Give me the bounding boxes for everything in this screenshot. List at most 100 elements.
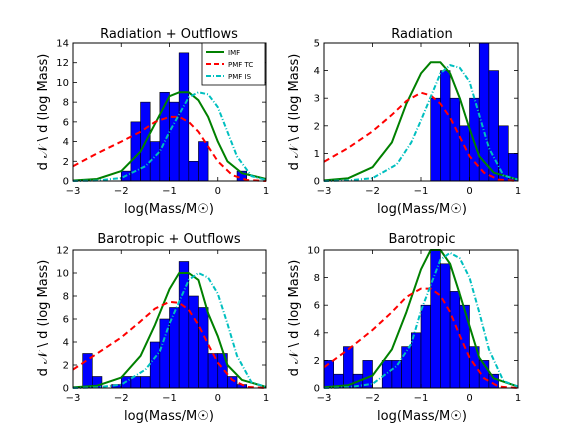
legend-box [201, 42, 266, 86]
axes: −3 −2 −1 0 1 0 1 2 3 4 5 [314, 39, 522, 198]
histogram-bars [82, 261, 248, 389]
legend-label-pmf-tc: PMF TC [228, 61, 253, 69]
histogram-bar [381, 360, 393, 389]
histogram-bar [227, 376, 238, 389]
y-tick-label: 2 [63, 157, 69, 168]
histogram-bar [449, 97, 461, 182]
curve-imf [72, 272, 267, 389]
model-curves [323, 61, 519, 182]
x-tick-label: −2 [365, 393, 380, 404]
y-tick-label: 6 [63, 117, 69, 128]
panel-radiation: Radiation −3 −2 −1 0 1 0 1 2 3 4 5 d 𝒩 \ d (log Ma… [287, 27, 521, 217]
curve-pmf-tc [72, 300, 267, 389]
y-tick-label: 1 [314, 149, 320, 160]
y-tick-label: 0 [314, 177, 320, 188]
y-tick-label: 3 [314, 94, 320, 105]
y-tick-label: 10 [307, 246, 320, 257]
x-tick-label: −1 [414, 393, 429, 404]
y-tick-label: 12 [56, 58, 69, 69]
x-tick-label: −2 [365, 186, 380, 197]
curve-pmf-is [72, 272, 267, 389]
y-tick-label: 8 [63, 292, 69, 303]
histogram-bar [198, 141, 209, 182]
y-axis-label: d 𝒩 \ d (log Mass) [287, 54, 302, 171]
histogram-bar [498, 125, 509, 182]
legend-label-pmf-is: PMF IS [228, 73, 252, 81]
y-axis-label: d 𝒩 \ d (log Mass) [36, 54, 51, 171]
histogram-bar [178, 261, 190, 389]
y-tick-label: 4 [314, 328, 320, 339]
panel-barotropic-outflows: Barotropic + Outflows −3 −2 −1 0 1024681012 … [36, 232, 269, 424]
y-tick-label: 4 [63, 338, 69, 349]
model-curves [72, 91, 267, 182]
y-tick-label: 10 [56, 78, 69, 89]
y-axis-label: d 𝒩 \ d (log Mass) [287, 260, 302, 377]
x-tick-label: −3 [317, 393, 332, 404]
legend-label-imf: IMF [228, 49, 240, 57]
curve-pmf-is [323, 64, 519, 182]
y-tick-label: 8 [63, 98, 69, 109]
x-tick-label: −2 [114, 393, 129, 404]
histogram-bar [430, 97, 441, 182]
x-axis-label: log(Mass/M☉) [124, 202, 214, 217]
histogram-bar [207, 353, 219, 389]
histogram-bar [449, 291, 461, 389]
x-tick-label: 1 [515, 186, 521, 197]
histogram-bar [401, 346, 412, 389]
panel-radiation-outflows: Radiation + Outflows −3 −2 −1 0 102468101214… [36, 27, 269, 217]
x-tick-label: 1 [263, 393, 269, 404]
x-tick-label: 0 [466, 393, 472, 404]
x-tick-label: −1 [414, 186, 429, 197]
y-tick-label: 6 [314, 301, 320, 312]
x-tick-label: 0 [215, 186, 221, 197]
histogram-bar [188, 160, 199, 182]
y-tick-label: 0 [63, 384, 69, 395]
x-tick-label: 0 [215, 393, 221, 404]
y-tick-label: 2 [314, 356, 320, 367]
histogram-bar [198, 307, 209, 389]
x-axis-label: log(Mass/M☉) [377, 202, 467, 217]
x-tick-label: −3 [66, 393, 81, 404]
y-tick-label: 12 [56, 246, 69, 257]
y-tick-label: 0 [314, 384, 320, 395]
x-axis-label: log(Mass/M☉) [124, 409, 214, 424]
histogram-bar [488, 373, 499, 389]
x-tick-label: −2 [114, 186, 129, 197]
model-curves [72, 272, 267, 389]
histogram-bars [430, 42, 519, 182]
x-tick-label: 1 [515, 393, 521, 404]
histogram-bar [149, 341, 161, 389]
histogram-bars [323, 249, 499, 389]
y-tick-label: 14 [56, 39, 69, 50]
y-tick-label: 10 [56, 269, 69, 280]
histogram-bar [169, 101, 180, 182]
x-tick-label: 0 [466, 186, 472, 197]
x-tick-label: 1 [263, 186, 269, 197]
curve-pmf-tc [72, 115, 267, 182]
histogram-bar [188, 295, 199, 389]
histogram-bar [149, 141, 161, 182]
histogram-bar [440, 70, 451, 182]
histogram-bar [410, 332, 422, 389]
y-tick-label: 0 [63, 177, 69, 188]
y-tick-label: 2 [314, 121, 320, 132]
panel-title: Radiation [391, 27, 452, 42]
x-tick-label: −3 [66, 186, 81, 197]
histogram-bar [488, 70, 499, 182]
curve-pmf-is [72, 91, 267, 182]
panel-title: Barotropic [388, 232, 455, 247]
histogram-bar [178, 52, 190, 182]
y-tick-label: 8 [314, 273, 320, 284]
histogram-bar [440, 263, 451, 389]
curve-imf [72, 91, 267, 182]
x-axis-label: log(Mass/M☉) [377, 409, 467, 424]
histogram-bar [420, 304, 431, 389]
curve-pmf-tc [323, 287, 519, 389]
histogram-bar [140, 376, 151, 389]
y-tick-label: 4 [63, 137, 69, 148]
y-tick-label: 5 [314, 39, 320, 50]
